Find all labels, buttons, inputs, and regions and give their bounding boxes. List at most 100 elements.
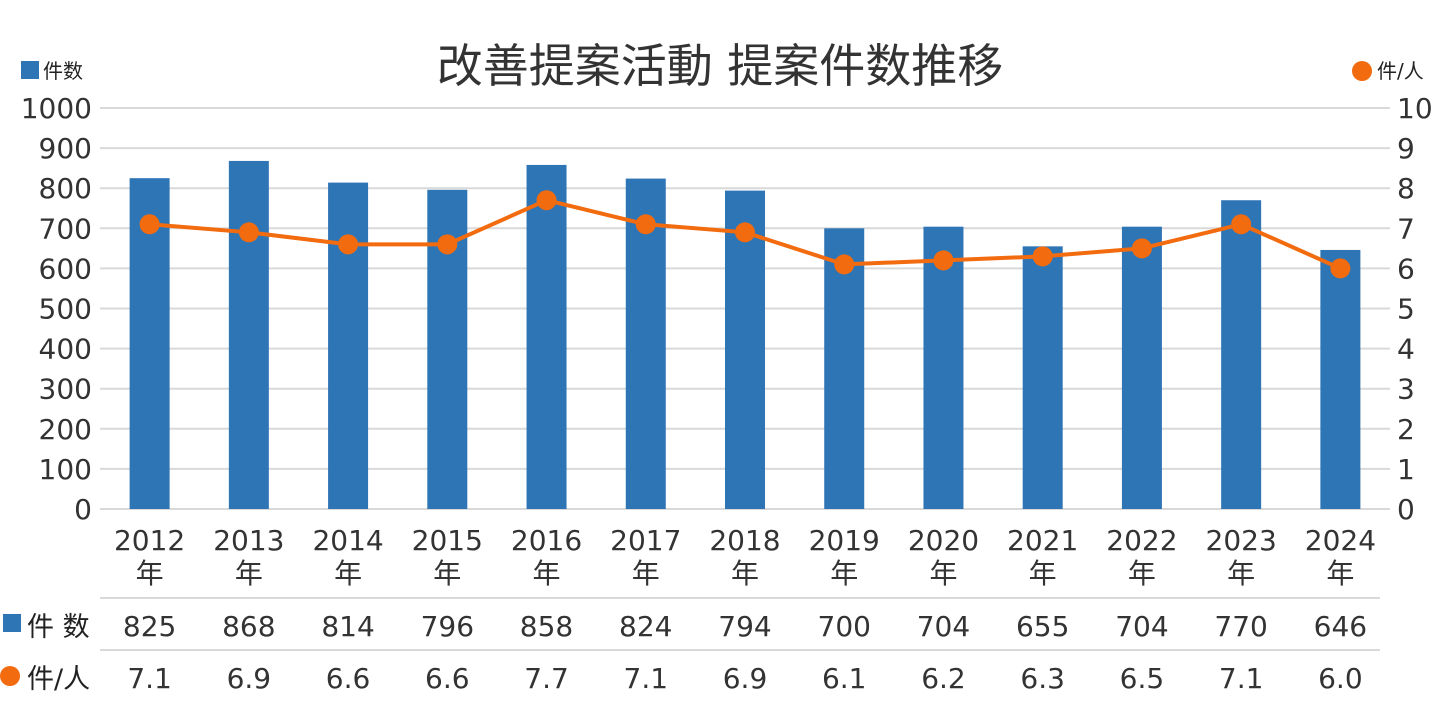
table-cell: 646	[1314, 610, 1367, 643]
table-cell: 6.0	[1318, 662, 1363, 695]
line-point	[238, 222, 259, 243]
table-cell: 6.1	[822, 662, 867, 695]
line-point	[437, 234, 458, 255]
right-tick-label: 7	[1397, 212, 1415, 245]
x-tick-label: 2016 年	[511, 524, 582, 590]
data-table: 件 数 825 868 814 796 858 824 794 700 704 655 704 770 6…	[0, 597, 1380, 695]
table-cell: 824	[619, 610, 672, 643]
table-cell: 700	[818, 610, 871, 643]
right-tick-label: 4	[1397, 333, 1415, 366]
table-cell: 655	[1016, 610, 1069, 643]
right-tick-label: 9	[1397, 132, 1415, 165]
bar	[725, 190, 765, 509]
left-tick-label: 400	[39, 333, 92, 366]
table-cell: 7.1	[127, 662, 172, 695]
table-cell: 814	[321, 610, 374, 643]
table-row-label: 件 数	[27, 612, 90, 643]
bar	[1121, 226, 1162, 510]
line-point	[1231, 214, 1252, 235]
table-cell: 6.5	[1120, 662, 1165, 695]
left-axis-ticks: 0 100 200 300 400 500 600 700 800 900 1000	[21, 92, 92, 526]
line-point	[338, 234, 359, 255]
bar	[824, 228, 865, 510]
x-tick-label: 2023 年	[1206, 524, 1277, 590]
x-axis-labels: 2012 年 2013 年 2014 年 2015 年 2016 年 2017 年 2018 年 2019 年…	[114, 524, 1376, 590]
table-cell: 7.1	[1219, 662, 1264, 695]
left-tick-label: 600	[39, 252, 92, 285]
x-tick-label: 2014 年	[312, 524, 383, 590]
bar	[1320, 249, 1361, 510]
left-tick-label: 500	[39, 293, 92, 326]
table-cell: 6.9	[723, 662, 768, 695]
table-cell: 6.3	[1020, 662, 1065, 695]
x-tick-label: 2012 年	[114, 524, 185, 590]
legend-line-label: 件/人	[1377, 59, 1424, 83]
line-point	[735, 222, 755, 243]
line-point	[933, 250, 954, 271]
table-cell: 794	[718, 610, 771, 643]
table-cell: 6.9	[227, 662, 272, 695]
line-point	[536, 190, 557, 211]
line-series	[139, 190, 1351, 279]
table-cell: 704	[1115, 610, 1168, 643]
left-tick-label: 100	[39, 453, 92, 486]
line-point	[1131, 238, 1152, 259]
table-line-marker	[0, 666, 20, 686]
left-tick-label: 300	[39, 373, 92, 406]
bar	[328, 182, 369, 509]
table-cell: 825	[123, 610, 176, 643]
left-tick-label: 200	[39, 413, 92, 446]
table-cell: 7.1	[624, 662, 669, 695]
line-point	[139, 214, 160, 235]
line-point	[635, 214, 656, 235]
table-row-label: 件/人	[27, 664, 90, 695]
bar	[228, 160, 269, 509]
x-tick-label: 2015 年	[412, 524, 483, 590]
legend-bar-label: 件数	[43, 59, 83, 83]
x-tick-label: 2021 年	[1007, 524, 1078, 590]
left-tick-label: 700	[39, 212, 92, 245]
bar	[1022, 246, 1063, 509]
legend-bar-swatch	[21, 61, 39, 79]
table-cell: 770	[1214, 610, 1267, 643]
table-cell: 858	[520, 610, 573, 643]
left-tick-label: 800	[39, 172, 92, 205]
table-cell: 704	[917, 610, 970, 643]
table-cell: 6.6	[425, 662, 470, 695]
bar	[526, 164, 567, 509]
x-tick-label: 2024 年	[1305, 524, 1376, 590]
right-tick-label: 8	[1397, 172, 1415, 205]
chart-title: 改善提案活動 提案件数推移	[437, 39, 1004, 93]
left-tick-label: 1000	[21, 92, 92, 125]
left-tick-label: 0	[74, 493, 92, 526]
x-tick-label: 2013 年	[213, 524, 284, 590]
line-point	[834, 254, 855, 275]
right-tick-label: 1	[1397, 453, 1415, 486]
x-tick-label: 2018 年	[709, 524, 780, 590]
bar	[923, 226, 964, 510]
x-tick-label: 2022 年	[1106, 524, 1177, 590]
x-tick-label: 2019 年	[809, 524, 880, 590]
bar	[1221, 200, 1262, 510]
left-tick-label: 900	[39, 132, 92, 165]
right-tick-label: 10	[1397, 92, 1433, 125]
table-cell: 796	[421, 610, 474, 643]
legend-left: 件数	[21, 59, 83, 83]
table-cell: 7.7	[524, 662, 569, 695]
bar-series	[129, 160, 1361, 510]
right-tick-label: 0	[1397, 493, 1415, 526]
line-point	[1330, 258, 1351, 279]
line-point	[1032, 246, 1053, 267]
right-tick-label: 3	[1397, 373, 1415, 406]
table-cell: 6.6	[326, 662, 371, 695]
table-cell: 6.2	[921, 662, 966, 695]
legend-right: 件/人	[1352, 59, 1424, 83]
legend-line-swatch	[1352, 61, 1372, 81]
table-cell: 868	[222, 610, 275, 643]
right-tick-label: 5	[1397, 293, 1415, 326]
right-axis-ticks: 0 1 2 3 4 5 6 7 8 9 10	[1397, 92, 1433, 526]
x-tick-label: 2017 年	[610, 524, 681, 590]
x-tick-label: 2020 年	[908, 524, 979, 590]
